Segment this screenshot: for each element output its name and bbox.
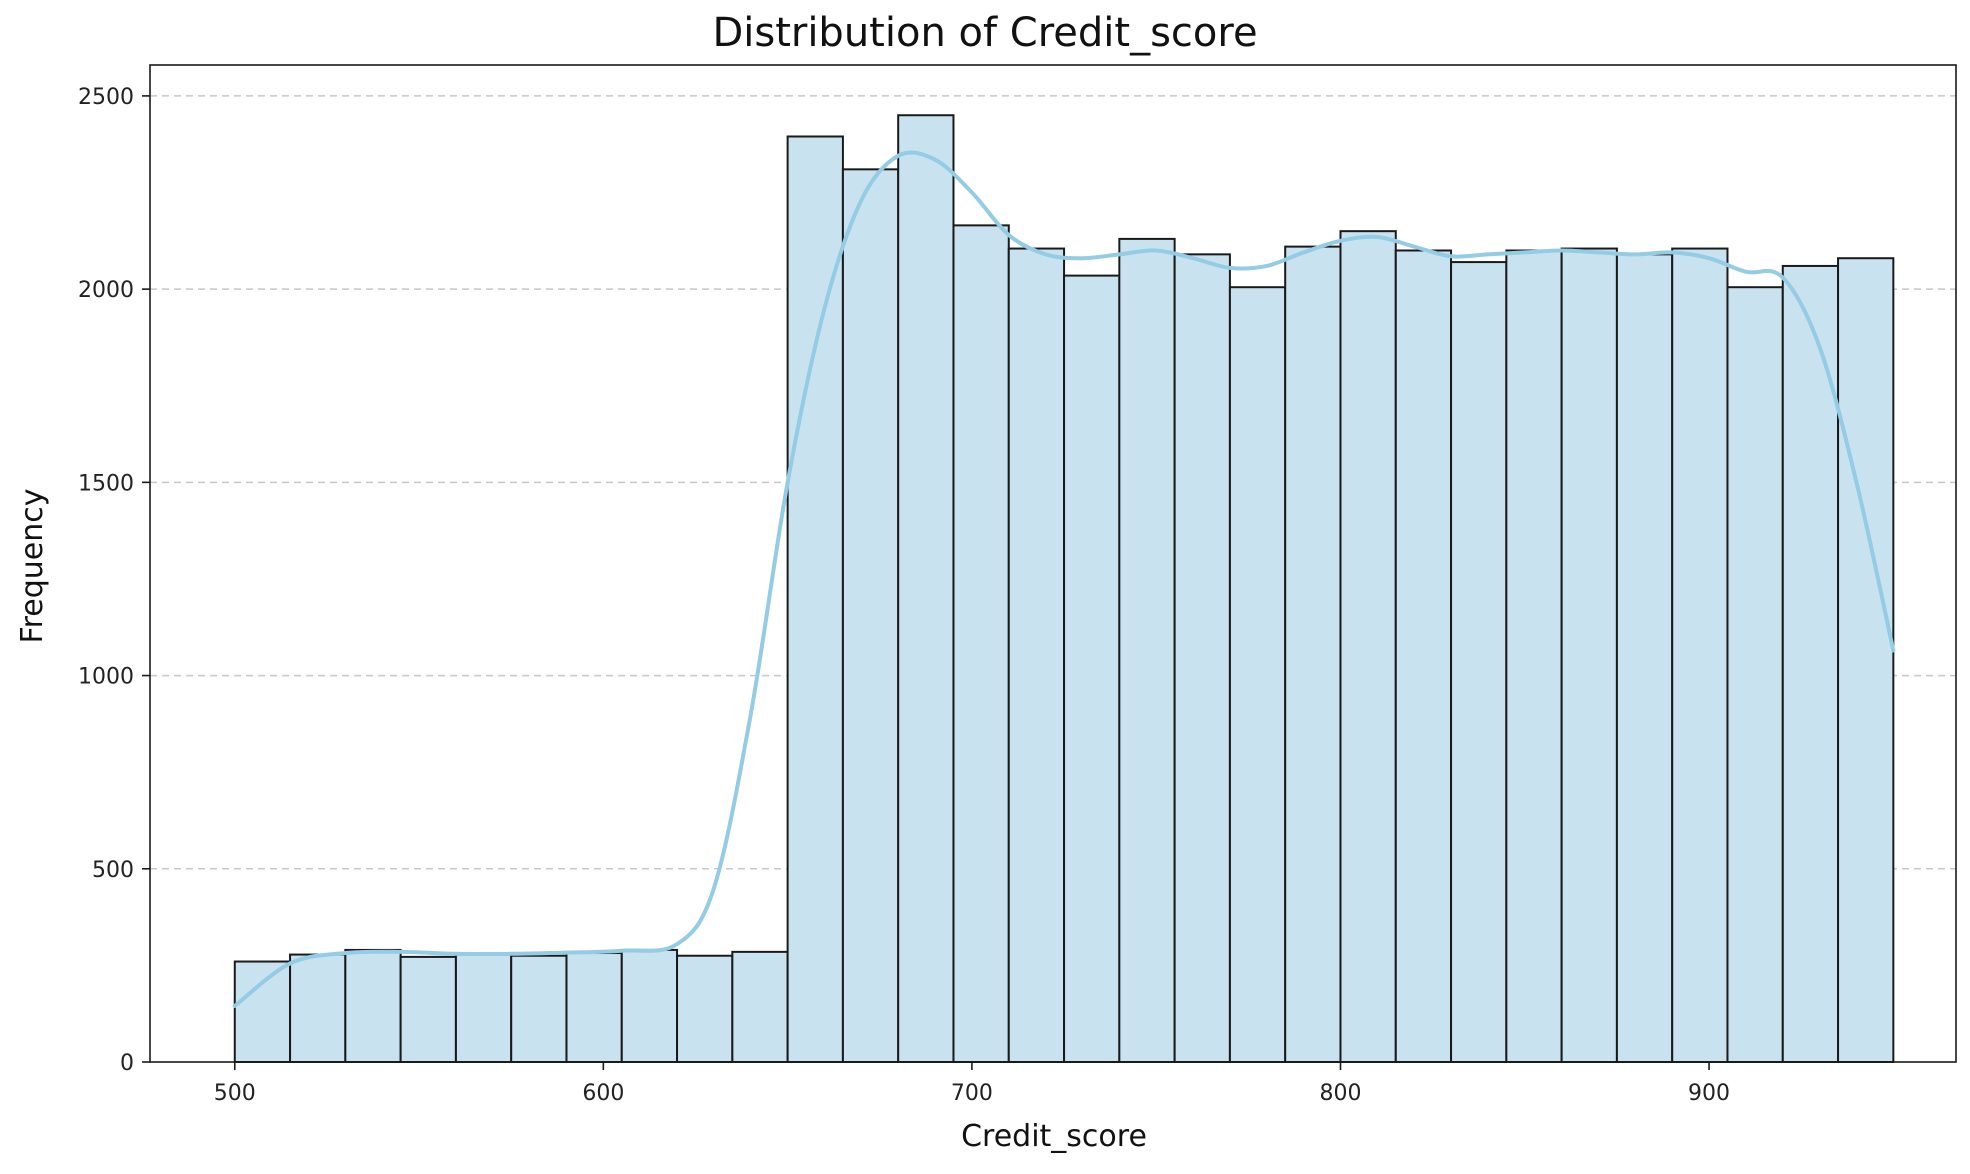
histogram-bar bbox=[344, 948, 402, 1063]
y-axis-title: Frequency bbox=[15, 489, 50, 644]
histogram-bar bbox=[897, 114, 955, 1063]
y-tick-label: 1000 bbox=[78, 665, 134, 690]
histogram-bar bbox=[1118, 237, 1176, 1064]
histogram-bar bbox=[399, 955, 457, 1063]
histogram-bar bbox=[289, 953, 347, 1063]
x-tick-label: 600 bbox=[582, 1081, 624, 1106]
histogram-bar bbox=[1007, 247, 1066, 1063]
histogram-bar bbox=[1063, 274, 1121, 1064]
y-tick-label: 1500 bbox=[78, 471, 134, 496]
kde-line bbox=[232, 150, 1896, 1008]
x-tick-label: 700 bbox=[951, 1081, 993, 1106]
y-tick-label: 500 bbox=[92, 858, 134, 883]
histogram-bar bbox=[1394, 249, 1453, 1064]
histogram-bar bbox=[1450, 261, 1508, 1063]
y-tick-label: 2000 bbox=[78, 278, 134, 303]
histogram-bar bbox=[952, 224, 1010, 1063]
histogram-bar bbox=[233, 960, 292, 1064]
x-tick-label: 500 bbox=[214, 1081, 256, 1106]
histogram-bar bbox=[565, 952, 623, 1063]
histogram-bar bbox=[1228, 286, 1287, 1064]
x-tick-label: 900 bbox=[1688, 1081, 1730, 1106]
histogram-bar bbox=[1505, 249, 1563, 1064]
kde-curve bbox=[232, 150, 1896, 1008]
histogram-bar bbox=[1671, 247, 1729, 1063]
histogram-bar bbox=[1781, 264, 1840, 1063]
histogram-bar bbox=[1615, 253, 1674, 1063]
histogram-bar bbox=[1173, 253, 1231, 1063]
histogram-bar bbox=[1837, 257, 1895, 1063]
y-tick-label: 2500 bbox=[78, 85, 134, 110]
chart-title: Distribution of Credit_score bbox=[712, 10, 1257, 56]
histogram-bar bbox=[676, 954, 734, 1063]
x-tick-label: 800 bbox=[1319, 1081, 1361, 1106]
histogram-bar bbox=[786, 135, 844, 1064]
histogram-bar bbox=[454, 953, 513, 1063]
histogram-bar bbox=[1560, 247, 1618, 1063]
histogram-bar bbox=[731, 950, 789, 1063]
y-tick-label: 0 bbox=[120, 1051, 134, 1076]
x-axis-ticks: 500 600 700 800 900 bbox=[214, 1062, 1730, 1106]
histogram-bar bbox=[620, 948, 679, 1063]
histogram-bar bbox=[1726, 286, 1784, 1064]
plot-frame bbox=[149, 64, 1957, 1063]
histogram-bar bbox=[841, 168, 900, 1063]
histogram-bars bbox=[233, 114, 1895, 1064]
y-axis-ticks: 0 500 1000 1500 2000 2500 bbox=[78, 85, 150, 1076]
histogram-bar bbox=[1339, 230, 1397, 1063]
x-axis-title: Credit_score bbox=[961, 1119, 1147, 1154]
histogram-bar bbox=[510, 954, 568, 1063]
histogram-bar bbox=[1284, 245, 1342, 1063]
